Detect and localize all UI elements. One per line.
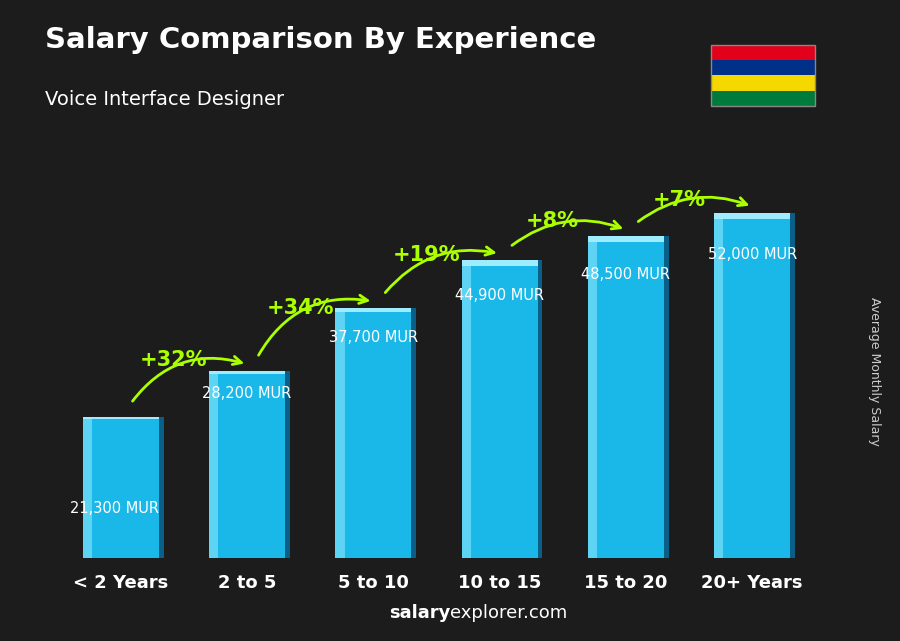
Bar: [711, 45, 814, 60]
Bar: [209, 371, 285, 558]
Bar: [715, 213, 724, 558]
Bar: [83, 417, 158, 558]
Bar: [588, 237, 664, 558]
Text: 28,200 MUR: 28,200 MUR: [202, 386, 292, 401]
Text: salary: salary: [389, 604, 450, 622]
Text: Voice Interface Designer: Voice Interface Designer: [45, 90, 284, 109]
Text: 52,000 MUR: 52,000 MUR: [707, 247, 796, 262]
Text: 44,900 MUR: 44,900 MUR: [455, 288, 544, 303]
Text: 48,500 MUR: 48,500 MUR: [581, 267, 670, 283]
Bar: [711, 75, 814, 90]
Bar: [83, 417, 158, 419]
Bar: [711, 60, 814, 75]
Text: +19%: +19%: [392, 245, 460, 265]
Bar: [83, 417, 92, 558]
Text: explorer.com: explorer.com: [450, 604, 567, 622]
Text: Average Monthly Salary: Average Monthly Salary: [868, 297, 881, 446]
Bar: [715, 213, 790, 558]
Bar: [664, 237, 669, 558]
Bar: [588, 237, 664, 242]
Bar: [462, 260, 537, 558]
Bar: [462, 260, 471, 558]
Bar: [711, 90, 814, 106]
Bar: [336, 308, 345, 558]
Bar: [336, 308, 411, 312]
Text: Salary Comparison By Experience: Salary Comparison By Experience: [45, 26, 596, 54]
Text: +32%: +32%: [140, 350, 208, 370]
Bar: [537, 260, 543, 558]
Text: 21,300 MUR: 21,300 MUR: [70, 501, 159, 516]
Bar: [462, 260, 537, 265]
Text: +34%: +34%: [266, 298, 334, 318]
Text: +7%: +7%: [652, 190, 706, 210]
Bar: [790, 213, 795, 558]
Bar: [209, 371, 219, 558]
Bar: [715, 213, 790, 219]
Text: 37,700 MUR: 37,700 MUR: [328, 330, 418, 345]
Text: +8%: +8%: [526, 210, 580, 231]
Bar: [209, 371, 285, 374]
Bar: [411, 308, 416, 558]
Bar: [588, 237, 597, 558]
Bar: [336, 308, 411, 558]
Bar: [285, 371, 290, 558]
Bar: [158, 417, 164, 558]
